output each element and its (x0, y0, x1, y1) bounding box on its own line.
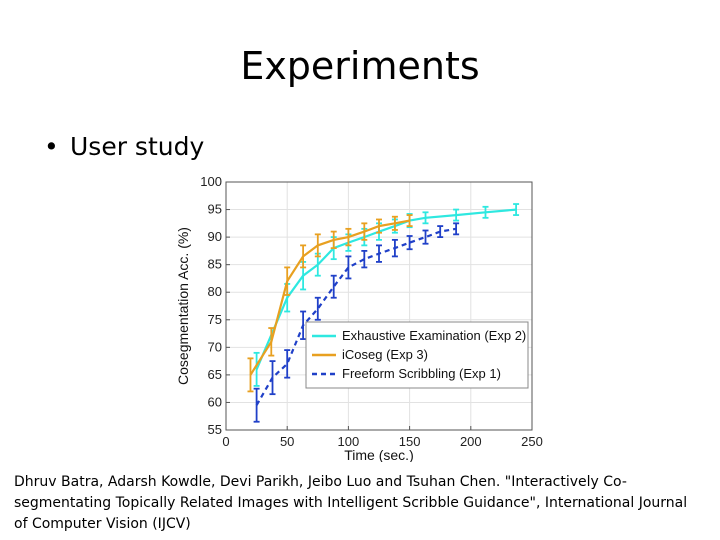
legend-label: iCoseg (Exp 3) (342, 347, 428, 362)
legend-label: Freeform Scribbling (Exp 1) (342, 366, 501, 381)
legend-label: Exhaustive Examination (Exp 2) (342, 328, 526, 343)
cosegmentation-chart: 0 50 100 150 200 250556065707580859095100Time… (175, 174, 543, 462)
x-tick-label: 50 (280, 434, 294, 449)
y-tick-label: 95 (208, 202, 222, 217)
bullet-dot-icon: • (44, 132, 59, 161)
x-tick-label: 150 (399, 434, 421, 449)
y-tick-label: 70 (208, 339, 222, 354)
legend: Exhaustive Examination (Exp 2) iCoseg (Ex… (305, 321, 529, 389)
y-tick-label: 85 (208, 257, 222, 272)
x-tick-label: 200 (460, 434, 482, 449)
series-2 (253, 222, 460, 423)
y-tick-label: 90 (208, 229, 222, 244)
series-1 (247, 214, 413, 393)
x-tick-label: 250 (521, 434, 543, 449)
x-tick-label: 0 (222, 434, 229, 449)
series-line (255, 208, 517, 370)
x-axis-label: Time (sec.) (344, 447, 413, 462)
y-tick-label: 60 (208, 394, 222, 409)
y-tick-label: 55 (208, 422, 222, 437)
legend-box (305, 321, 529, 389)
citation: Dhruv Batra, Adarsh Kowdle, Devi Parikh,… (14, 474, 688, 532)
y-tick-label: 80 (208, 284, 222, 299)
y-axis-label: Cosegmentation Acc. (%) (175, 227, 191, 385)
x-tick-label: 100 (338, 434, 360, 449)
y-tick-label: 100 (200, 174, 222, 189)
slide-title: Experiments (240, 44, 480, 88)
bullet-text: User study (70, 132, 205, 161)
y-tick-label: 65 (208, 367, 222, 382)
plot-frame (225, 181, 533, 431)
y-tick-label: 75 (208, 312, 222, 327)
series-line (255, 227, 457, 406)
bullet-item: • User study (44, 132, 204, 161)
